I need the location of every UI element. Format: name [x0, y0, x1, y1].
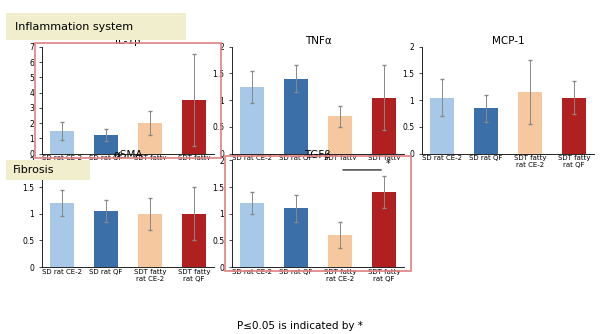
Bar [372, 98, 396, 154]
Text: *: * [386, 159, 391, 169]
Bar [284, 79, 308, 154]
Bar [50, 131, 74, 154]
Bar [328, 235, 352, 267]
Bar [94, 211, 118, 267]
Title: TGFβ: TGFβ [305, 150, 331, 160]
Bar [240, 203, 264, 267]
Bar [138, 214, 162, 267]
Bar [328, 116, 352, 154]
Bar [182, 100, 206, 154]
Title: MCP-1: MCP-1 [491, 36, 524, 46]
Bar [518, 92, 542, 154]
Bar [372, 192, 396, 267]
Bar [50, 203, 74, 267]
Bar [430, 98, 454, 154]
Text: P≤0.05 is indicated by *: P≤0.05 is indicated by * [237, 321, 363, 331]
Title: IL-1β: IL-1β [115, 36, 141, 46]
Bar [284, 208, 308, 267]
Bar [138, 123, 162, 154]
Bar [562, 98, 586, 154]
Title: TNFα: TNFα [305, 36, 331, 46]
Bar [94, 135, 118, 154]
Bar [474, 108, 498, 154]
Bar [240, 87, 264, 154]
Title: αSMA: αSMA [113, 150, 143, 160]
Text: Fibrosis: Fibrosis [13, 165, 54, 175]
Text: Inflammation system: Inflammation system [15, 22, 133, 32]
Bar [182, 214, 206, 267]
